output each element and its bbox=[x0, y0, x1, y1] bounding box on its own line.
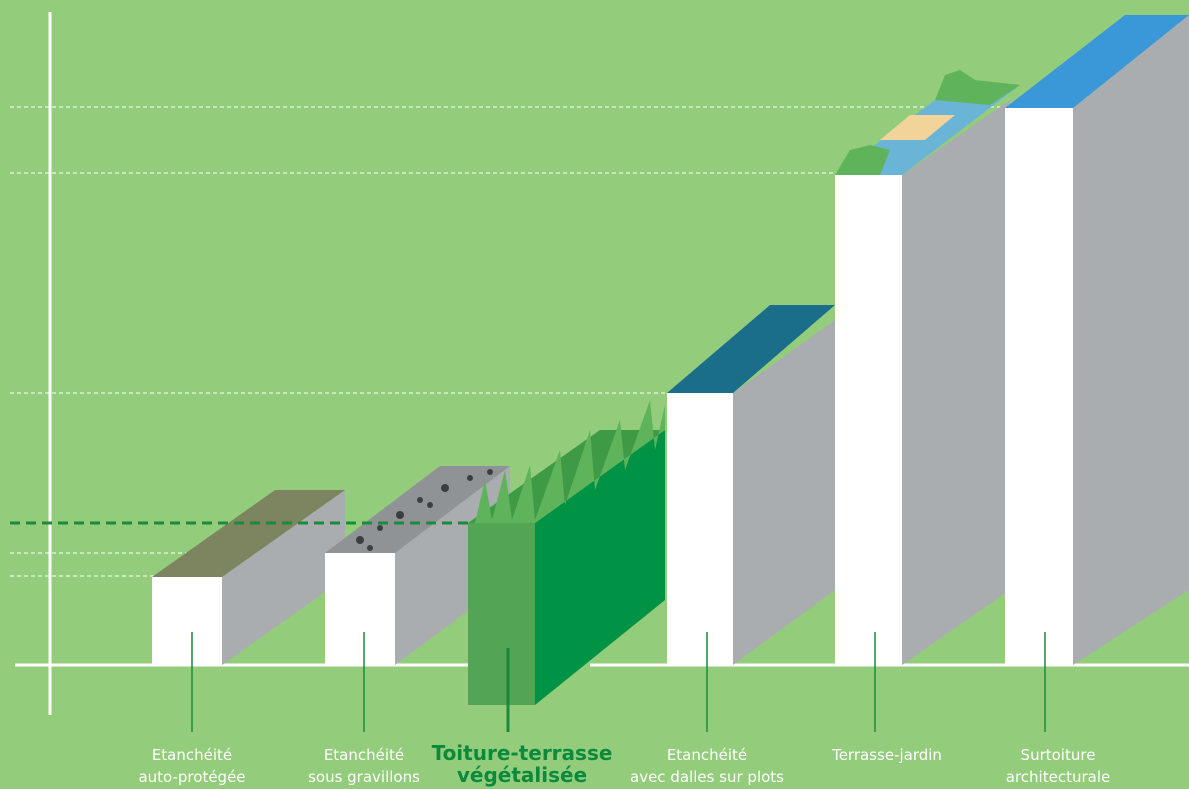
leaders bbox=[191, 632, 1046, 732]
roof-block bbox=[152, 490, 345, 665]
item-label: auto-protégée bbox=[138, 768, 245, 786]
item-label: Etanchéité bbox=[667, 746, 747, 764]
item-label: architecturale bbox=[1006, 768, 1110, 786]
roof-block bbox=[1005, 15, 1189, 665]
roof-block bbox=[667, 305, 835, 665]
roof-block bbox=[468, 400, 665, 705]
item-label: Etanchéité bbox=[152, 746, 232, 764]
item-label: sous gravillons bbox=[308, 768, 420, 786]
item-label: Terrasse-jardin bbox=[831, 746, 942, 764]
item-label: Etanchéité bbox=[324, 746, 404, 764]
item-label: avec dalles sur plots bbox=[630, 768, 784, 786]
roof-block bbox=[835, 70, 1020, 665]
labels: Etanchéité auto-protégée Etanchéité sous gr… bbox=[138, 741, 1110, 787]
item-label: Surtoiture bbox=[1021, 746, 1096, 764]
item-label: végétalisée bbox=[457, 763, 587, 787]
item-label: Toiture-terrasse bbox=[432, 741, 613, 765]
